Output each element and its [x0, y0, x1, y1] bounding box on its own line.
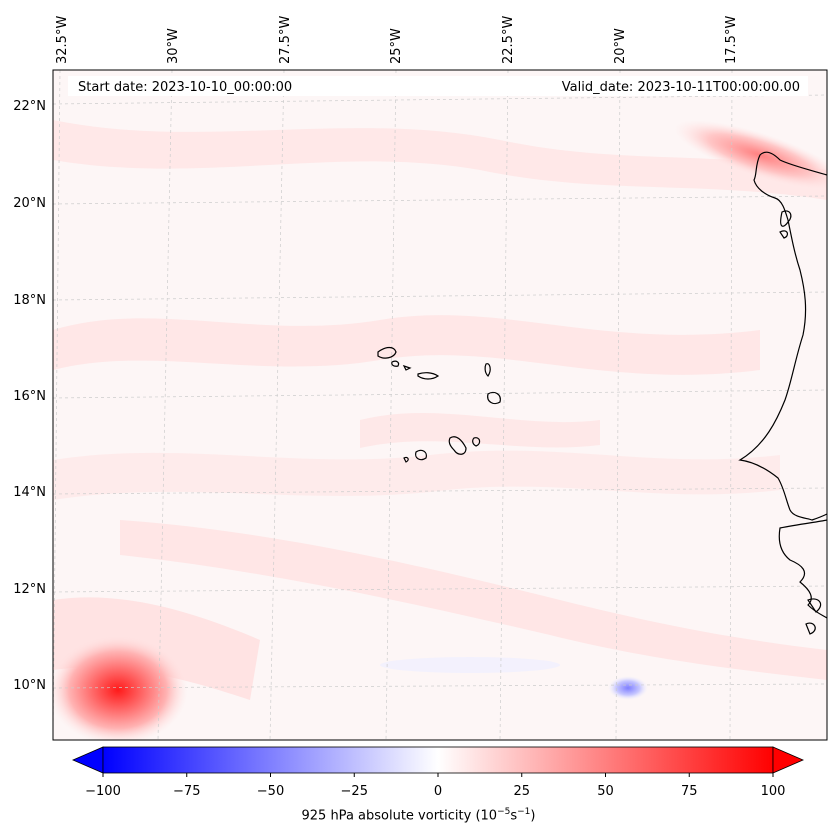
- colorbar-tick-label: −100: [85, 784, 121, 799]
- vorticity-band: [360, 412, 600, 448]
- colorbar-label-mid: s: [510, 808, 518, 824]
- start-date: Start date: 2023-10-10_00:00:00: [78, 80, 292, 95]
- colorbar-tick-label: 0: [434, 784, 442, 799]
- lon-label: 20°W: [613, 28, 628, 64]
- colorbar: −100 −75 −50 −25 0 25 50 75 100: [71, 746, 805, 799]
- coast-inlet: [780, 210, 792, 227]
- coastline: [377, 151, 827, 635]
- colorbar-label-prefix: 925 hPa absolute vorticity (10: [301, 808, 498, 824]
- lat-label: 10°N: [13, 678, 46, 693]
- vorticity-field: [53, 70, 827, 740]
- colorbar-tick-label: −75: [173, 784, 200, 799]
- coast-inlet: [779, 230, 789, 239]
- lat-label: 14°N: [13, 485, 46, 500]
- latitude-labels: 22°N 20°N 18°N 16°N 14°N 12°N 10°N: [13, 99, 46, 693]
- lon-label: 17.5°W: [724, 16, 739, 64]
- colorbar-tick-label: 50: [597, 784, 614, 799]
- lat-label: 20°N: [13, 196, 46, 211]
- longitude-labels: 32.5°W 30°W 27.5°W 25°W 22.5°W 20°W 17.5…: [55, 16, 739, 64]
- lat-label: 18°N: [13, 293, 46, 308]
- lon-label: 30°W: [166, 28, 181, 64]
- island-sao-nicolau: [417, 372, 440, 380]
- coast-inlet: [805, 622, 816, 635]
- colorbar-label-exp1: −5: [497, 807, 511, 817]
- lon-label: 32.5°W: [55, 16, 70, 64]
- lat-label: 16°N: [13, 389, 46, 404]
- island-sal: [484, 363, 491, 377]
- africa-coastline: [738, 151, 827, 521]
- lon-label: 27.5°W: [278, 16, 293, 64]
- header-box: [68, 76, 808, 96]
- vorticity-band: [120, 520, 827, 680]
- lon-label: 22.5°W: [501, 16, 516, 64]
- island-brava: [403, 456, 409, 463]
- island-maio: [472, 437, 481, 447]
- vorticity-band: [53, 450, 780, 500]
- island-sao-vicente: [391, 360, 400, 367]
- colorbar-tick-label: −50: [257, 784, 284, 799]
- africa-coastline-south: [778, 519, 827, 619]
- valid-date: Valid_date: 2023-10-11T00:00:00.00: [562, 80, 800, 95]
- vorticity-band: [53, 315, 760, 375]
- island-boa-vista: [487, 391, 501, 405]
- lat-label: 12°N: [13, 582, 46, 597]
- colorbar-max-extend: [772, 746, 805, 774]
- island-santo-antao: [377, 346, 397, 359]
- colorbar-tick-label: 75: [681, 784, 698, 799]
- cyclone-vorticity-max: [53, 635, 188, 740]
- colorbar-ticks: −100 −75 −50 −25 0 25 50 75 100: [85, 773, 785, 799]
- colorbar-label-suffix: ): [530, 808, 536, 824]
- lat-label: 22°N: [13, 99, 46, 114]
- vorticity-band: [53, 120, 827, 200]
- colorbar-ramp: [102, 746, 774, 774]
- colorbar-min-extend: [71, 746, 104, 774]
- negative-vorticity-band: [380, 657, 560, 673]
- map-frame: [52, 69, 828, 741]
- lon-label: 25°W: [389, 28, 404, 64]
- colorbar-tick-label: −25: [341, 784, 368, 799]
- graticule: [53, 70, 827, 740]
- coast-inlet: [807, 598, 822, 613]
- colorbar-tick-label: 25: [513, 784, 530, 799]
- island-santiago: [448, 436, 467, 455]
- island-fogo: [415, 449, 427, 461]
- colorbar-tick-label: 100: [761, 784, 786, 799]
- island-santa-luzia: [402, 364, 412, 371]
- colorbar-label: 925 hPa absolute vorticity (10−5s−1): [0, 807, 837, 823]
- negative-vorticity-spot: [608, 676, 648, 700]
- colorbar-label-exp2: −1: [517, 807, 531, 817]
